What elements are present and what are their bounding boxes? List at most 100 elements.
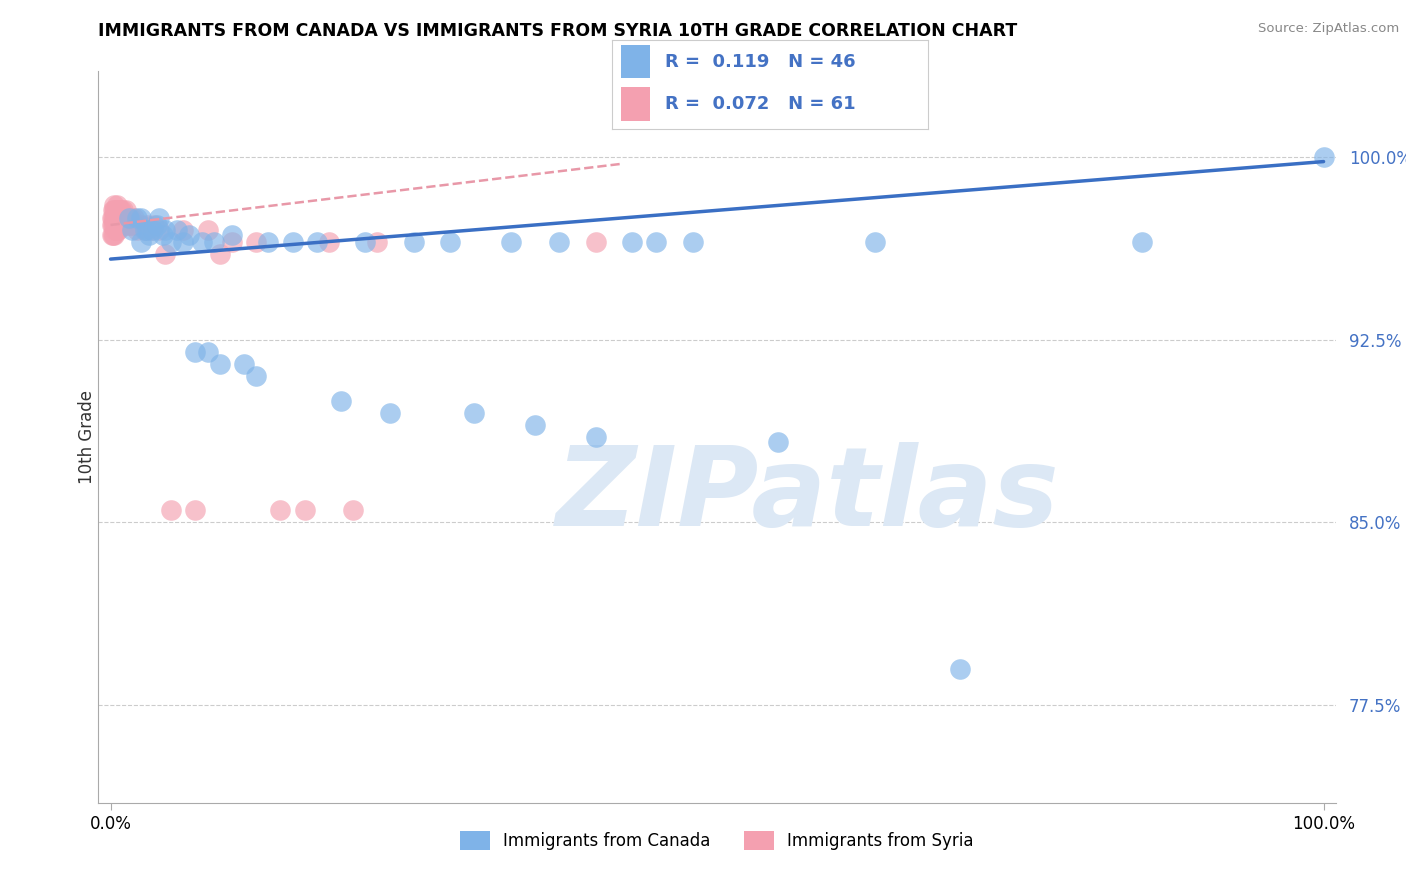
- Point: [305, 235, 328, 249]
- Point: [104, 211, 127, 225]
- Point: [499, 235, 522, 249]
- Point: [342, 503, 364, 517]
- Bar: [621, 87, 650, 121]
- Point: [184, 344, 207, 359]
- Point: [148, 223, 170, 237]
- Point: [354, 235, 377, 249]
- Point: [118, 211, 141, 225]
- Point: [202, 235, 225, 249]
- Point: [101, 203, 124, 218]
- Point: [105, 211, 128, 225]
- Point: [330, 393, 353, 408]
- Point: [197, 344, 219, 359]
- Point: [190, 235, 212, 249]
- Point: [645, 235, 668, 249]
- Point: [281, 235, 304, 249]
- Point: [129, 218, 152, 232]
- Point: [134, 223, 156, 237]
- Point: [245, 369, 267, 384]
- Point: [120, 211, 142, 225]
- Point: [172, 235, 194, 249]
- Text: IMMIGRANTS FROM CANADA VS IMMIGRANTS FROM SYRIA 10TH GRADE CORRELATION CHART: IMMIGRANTS FROM CANADA VS IMMIGRANTS FRO…: [98, 22, 1018, 40]
- Point: [257, 235, 280, 249]
- Point: [949, 662, 972, 676]
- Point: [139, 223, 162, 237]
- Point: [233, 357, 256, 371]
- Point: [110, 211, 132, 225]
- Point: [138, 227, 160, 242]
- Point: [110, 218, 132, 232]
- Point: [366, 235, 388, 249]
- Point: [111, 203, 134, 218]
- Point: [1312, 150, 1334, 164]
- Point: [101, 218, 124, 232]
- Point: [100, 211, 122, 225]
- Point: [112, 218, 135, 232]
- Point: [143, 218, 166, 232]
- Point: [105, 223, 128, 237]
- Point: [111, 211, 134, 225]
- Point: [101, 211, 124, 225]
- Point: [100, 227, 122, 242]
- Point: [153, 247, 176, 261]
- Point: [121, 223, 143, 237]
- Point: [103, 198, 125, 212]
- Point: [148, 211, 170, 225]
- Point: [114, 211, 136, 225]
- Point: [118, 211, 141, 225]
- Point: [134, 223, 156, 237]
- Point: [104, 203, 127, 218]
- Point: [294, 503, 316, 517]
- Point: [548, 235, 571, 249]
- Point: [103, 203, 125, 218]
- Bar: [621, 45, 650, 78]
- Point: [318, 235, 340, 249]
- Point: [153, 223, 176, 237]
- Point: [103, 218, 125, 232]
- Point: [118, 218, 141, 232]
- Point: [221, 227, 243, 242]
- Point: [115, 203, 138, 218]
- Point: [121, 218, 143, 232]
- Point: [179, 227, 201, 242]
- Point: [682, 235, 704, 249]
- Point: [221, 235, 243, 249]
- Point: [129, 235, 152, 249]
- Point: [621, 235, 644, 249]
- Point: [463, 406, 485, 420]
- Point: [197, 223, 219, 237]
- Point: [103, 211, 125, 225]
- Y-axis label: 10th Grade: 10th Grade: [79, 390, 96, 484]
- Point: [166, 223, 188, 237]
- Point: [129, 211, 152, 225]
- Point: [863, 235, 886, 249]
- Point: [439, 235, 461, 249]
- Point: [104, 223, 127, 237]
- Point: [269, 503, 291, 517]
- Point: [117, 218, 139, 232]
- Point: [152, 227, 174, 242]
- Point: [107, 211, 129, 225]
- Legend: Immigrants from Canada, Immigrants from Syria: Immigrants from Canada, Immigrants from …: [454, 824, 980, 856]
- Point: [160, 503, 183, 517]
- Point: [208, 247, 231, 261]
- Point: [122, 211, 145, 225]
- Text: R =  0.072   N = 61: R = 0.072 N = 61: [665, 95, 856, 113]
- Point: [585, 430, 607, 444]
- Point: [101, 227, 124, 242]
- Point: [142, 223, 165, 237]
- Point: [110, 203, 132, 218]
- Point: [107, 223, 129, 237]
- Point: [127, 211, 149, 225]
- Point: [402, 235, 425, 249]
- Point: [766, 434, 789, 449]
- Point: [100, 218, 122, 232]
- Point: [524, 417, 547, 432]
- Text: R =  0.119   N = 46: R = 0.119 N = 46: [665, 53, 856, 70]
- Point: [1130, 235, 1153, 249]
- Point: [184, 503, 207, 517]
- Point: [105, 198, 128, 212]
- Point: [110, 203, 132, 218]
- Text: ZIPatlas: ZIPatlas: [557, 442, 1060, 549]
- Point: [108, 203, 131, 218]
